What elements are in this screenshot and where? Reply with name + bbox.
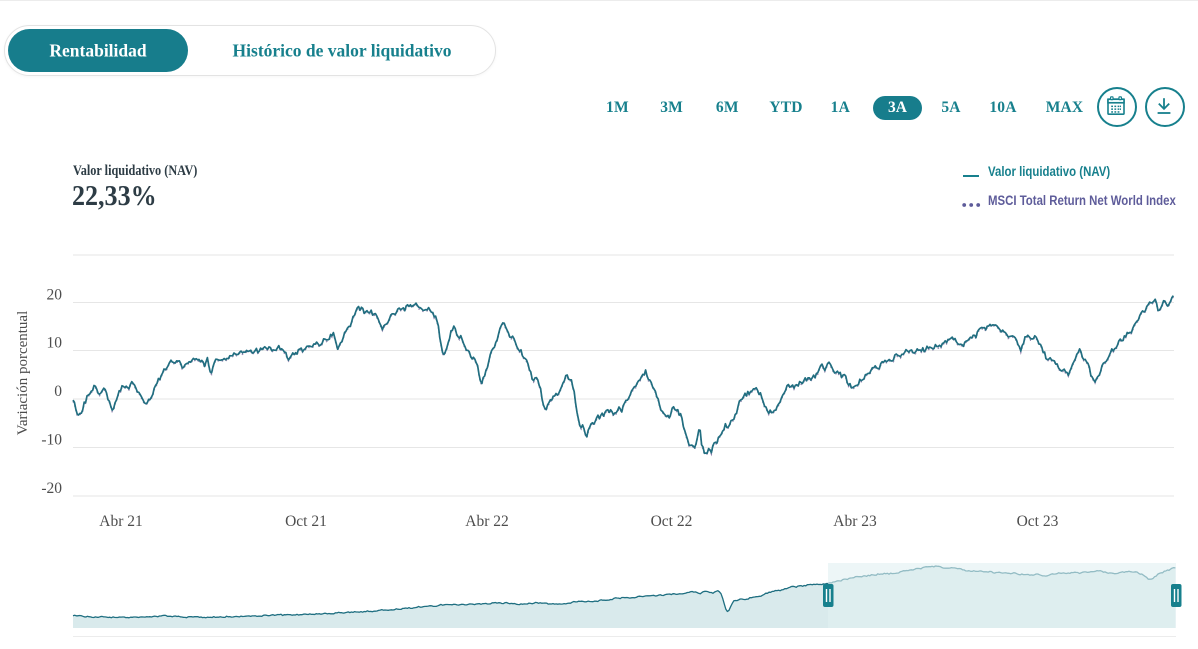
svg-text:Variación porcentual: Variación porcentual bbox=[15, 311, 31, 436]
svg-text:20: 20 bbox=[47, 287, 63, 304]
svg-text:Abr 23: Abr 23 bbox=[833, 513, 877, 530]
svg-text:Oct 22: Oct 22 bbox=[651, 513, 693, 530]
svg-text:-20: -20 bbox=[41, 480, 62, 497]
svg-text:Abr 22: Abr 22 bbox=[465, 513, 508, 530]
svg-text:Oct 23: Oct 23 bbox=[1017, 513, 1059, 530]
svg-text:Oct 21: Oct 21 bbox=[285, 513, 327, 530]
svg-text:10: 10 bbox=[47, 335, 63, 352]
svg-text:Abr 21: Abr 21 bbox=[99, 513, 142, 530]
svg-text:0: 0 bbox=[54, 383, 62, 400]
svg-text:-10: -10 bbox=[41, 432, 62, 449]
